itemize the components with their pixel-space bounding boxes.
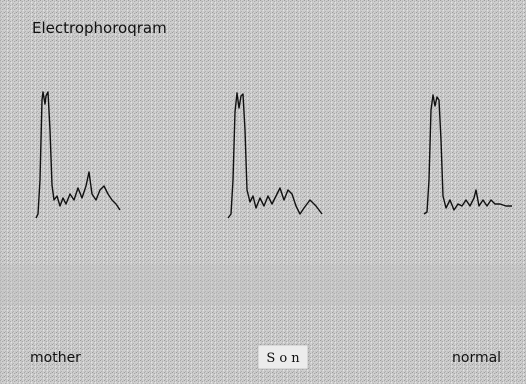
label-mother: mother [30,350,81,366]
title: Electrophoroqram [32,19,167,37]
figure: Electrophoroqram mother S o n normal [0,0,526,384]
label-son: S o n [266,351,300,366]
label-normal: normal [452,350,501,366]
page: {"title": "Electrophoroqram", "labels": … [0,0,526,384]
band-strip [0,265,526,305]
